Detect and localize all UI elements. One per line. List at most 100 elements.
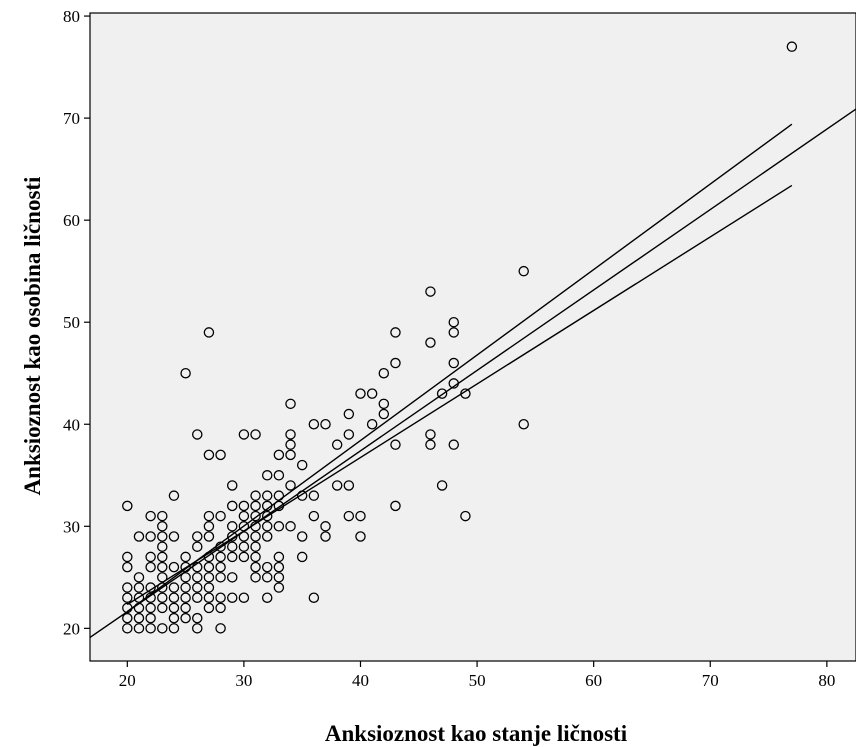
data-point	[786, 41, 798, 52]
data-point	[203, 561, 215, 573]
y-tick-label: 60	[63, 211, 80, 230]
data-point	[273, 582, 285, 593]
data-point	[390, 500, 401, 512]
data-point	[250, 500, 261, 512]
data-point	[261, 531, 273, 542]
data-point	[226, 551, 238, 563]
data-point	[390, 439, 401, 450]
data-point	[192, 582, 203, 593]
data-point	[203, 582, 215, 593]
data-point	[238, 500, 250, 512]
data-point	[203, 521, 215, 532]
data-point	[320, 531, 331, 542]
x-tick-label: 30	[235, 671, 252, 690]
data-point	[390, 327, 401, 338]
data-point	[273, 490, 285, 501]
data-point	[215, 510, 226, 522]
data-point	[168, 602, 180, 614]
data-point	[226, 541, 238, 552]
y-axis-title: Anksioznost kao osobina ličnosti	[20, 176, 45, 495]
data-point	[285, 439, 296, 450]
data-point	[250, 490, 261, 501]
data-point	[157, 582, 168, 593]
data-point	[122, 592, 133, 603]
data-point	[320, 521, 331, 532]
data-point	[203, 602, 215, 614]
data-point	[215, 602, 226, 614]
data-point	[343, 429, 355, 440]
y-tick-label: 20	[63, 619, 80, 638]
data-point	[448, 327, 460, 338]
data-point	[390, 357, 401, 369]
data-point	[296, 531, 308, 542]
data-point	[250, 521, 261, 532]
data-point	[308, 419, 320, 430]
x-tick-label: 50	[469, 671, 486, 690]
data-point	[308, 592, 320, 603]
data-point	[215, 623, 226, 634]
data-point	[157, 510, 168, 522]
data-point	[436, 480, 448, 491]
data-point	[238, 592, 250, 603]
data-point	[366, 419, 378, 430]
data-point	[518, 419, 529, 430]
data-point	[192, 572, 203, 583]
data-point	[226, 572, 238, 583]
data-point	[320, 419, 331, 430]
data-point	[157, 551, 168, 563]
y-tick-label: 80	[63, 7, 80, 26]
data-point	[448, 378, 460, 389]
data-point	[133, 572, 145, 583]
data-point	[355, 531, 366, 542]
data-point	[238, 551, 250, 563]
data-point	[343, 510, 355, 522]
data-point	[145, 561, 156, 573]
data-point	[425, 337, 436, 348]
data-point	[203, 592, 215, 603]
data-point	[180, 582, 191, 593]
data-point	[273, 521, 285, 532]
data-point	[145, 623, 156, 634]
data-point	[273, 500, 285, 512]
data-point	[215, 572, 226, 583]
data-point	[180, 612, 191, 624]
data-point	[518, 265, 529, 277]
data-point	[238, 531, 250, 542]
data-point	[168, 582, 180, 593]
data-point	[203, 572, 215, 583]
data-point	[378, 408, 390, 420]
ci-upper-line	[126, 123, 793, 613]
data-point	[238, 541, 250, 552]
data-point	[157, 592, 168, 603]
data-point	[285, 398, 296, 410]
data-point	[180, 367, 191, 379]
data-point	[285, 480, 296, 491]
data-point	[168, 612, 180, 624]
data-point	[180, 572, 191, 583]
data-point	[215, 551, 226, 563]
data-point	[122, 551, 133, 563]
data-point	[296, 459, 308, 471]
x-axis-title: Anksioznost kao stanje ličnosti	[325, 721, 628, 746]
data-point	[122, 612, 133, 624]
y-tick-label: 40	[63, 415, 80, 434]
ci-lower-line	[126, 184, 793, 606]
data-point	[378, 398, 390, 410]
data-point	[203, 551, 215, 563]
data-point	[122, 561, 133, 573]
data-point	[203, 327, 215, 338]
data-point	[192, 561, 203, 573]
data-point	[238, 510, 250, 522]
data-point	[296, 551, 308, 563]
data-point	[192, 592, 203, 603]
x-tick-label: 70	[702, 671, 719, 690]
data-point	[460, 510, 471, 522]
data-point	[261, 470, 273, 481]
data-point	[226, 500, 238, 512]
data-point	[425, 286, 436, 297]
data-point	[215, 449, 226, 461]
data-point	[203, 510, 215, 522]
data-point	[378, 367, 390, 379]
data-point	[215, 541, 226, 552]
